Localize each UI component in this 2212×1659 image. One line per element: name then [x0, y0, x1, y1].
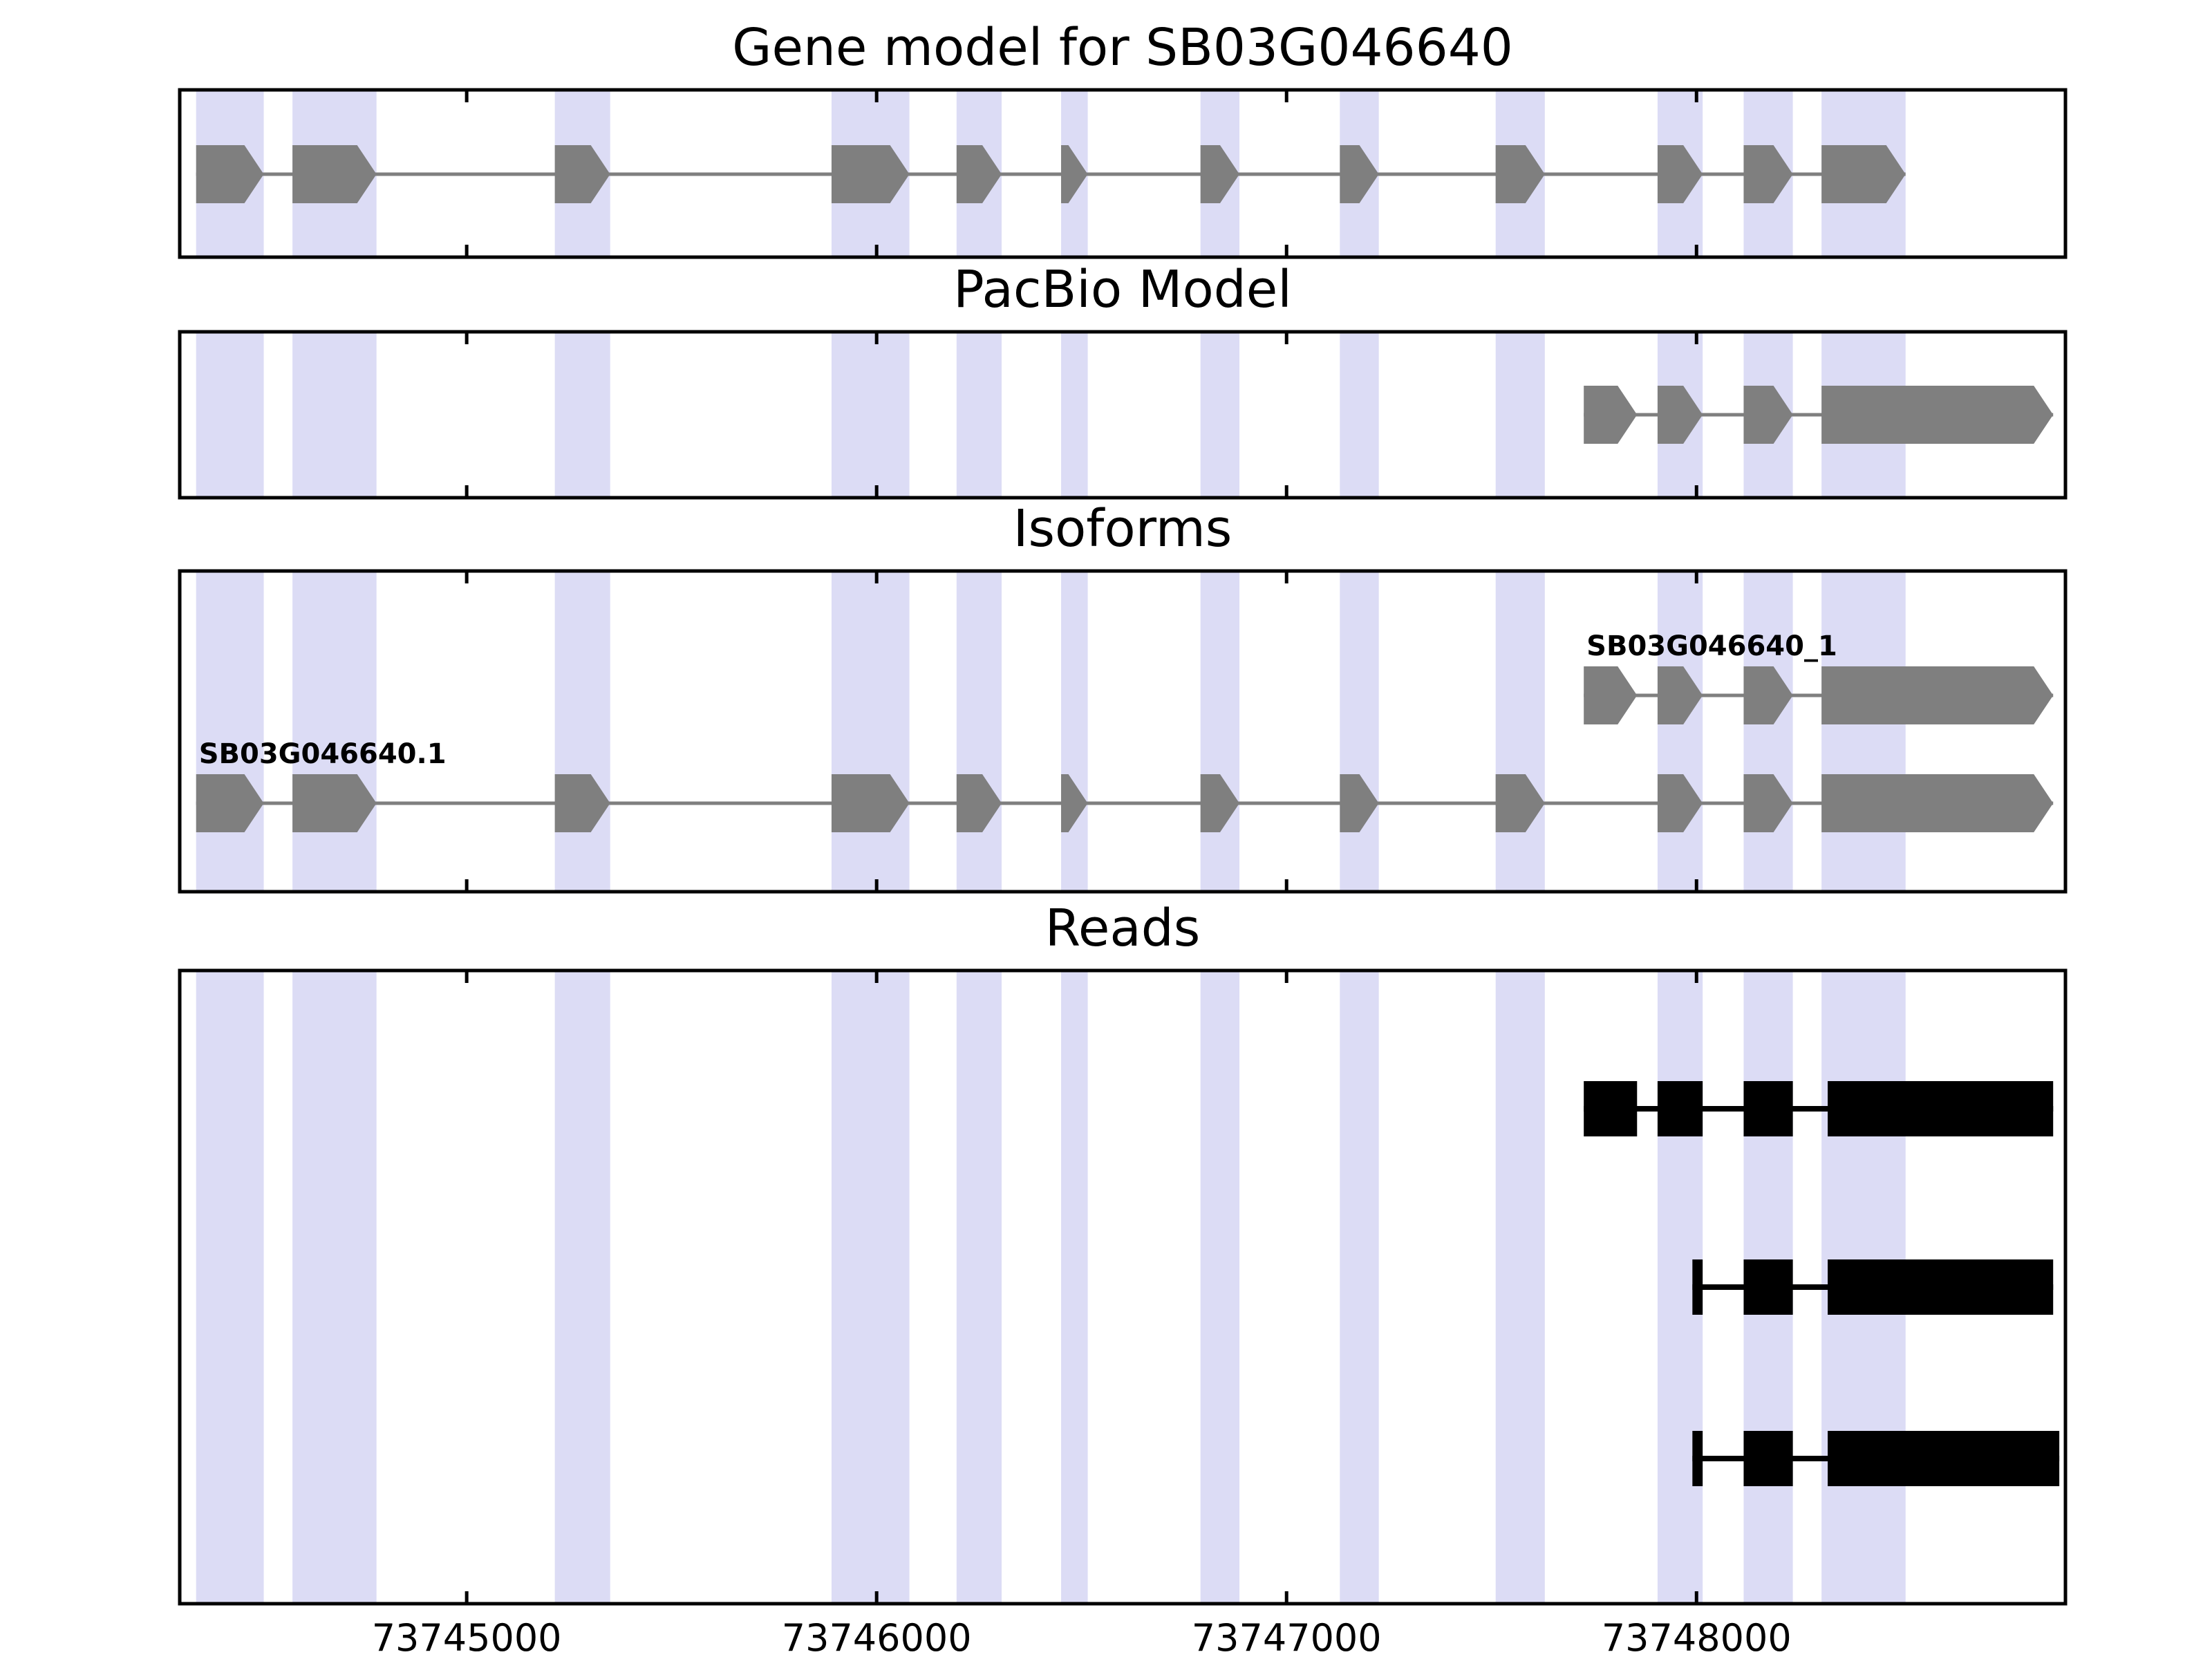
- axis-tick-label: 73746000: [782, 1616, 972, 1659]
- panel-gene-model: Gene model for SB03G046640: [178, 18, 2068, 259]
- exon-highlight-band: [292, 332, 377, 498]
- exon-arrow: [292, 774, 377, 832]
- exon-highlight-band: [1340, 571, 1379, 892]
- isoform-label: SB03G046640.1: [199, 738, 447, 770]
- panel-reads: Reads: [178, 899, 2068, 1606]
- exon-arrow: [1821, 386, 2054, 444]
- panel-border: [178, 88, 2068, 259]
- exon-highlight-band: [956, 332, 1002, 498]
- exon-arrow: [292, 145, 377, 203]
- exon-arrow: [1061, 145, 1088, 203]
- exon-arrow: [1495, 145, 1545, 203]
- exon-arrow: [1657, 774, 1703, 832]
- panel-title-pacbio-model: PacBio Model: [953, 260, 1292, 319]
- read-exon-block: [1692, 1259, 1703, 1315]
- exon-highlight-band: [831, 332, 910, 498]
- isoform-label: SB03G046640_1: [1586, 630, 1837, 662]
- exon-arrow: [956, 145, 1002, 203]
- exon-arrow: [1200, 145, 1240, 203]
- exon-highlight-band: [831, 571, 910, 892]
- exon-arrow: [1657, 145, 1703, 203]
- exon-highlight-band: [1340, 971, 1379, 1604]
- exon-arrow: [1584, 666, 1638, 724]
- panel-isoforms: SB03G046640_1 SB03G046640.1 Isoforms: [178, 499, 2068, 894]
- exon-arrow: [1743, 666, 1793, 724]
- exon-arrow: [196, 145, 264, 203]
- exon-highlight-band: [196, 571, 264, 892]
- exon-highlight-band: [1061, 571, 1088, 892]
- exon-arrow: [1200, 774, 1240, 832]
- exon-arrow: [831, 774, 910, 832]
- exon-highlight-band: [1743, 571, 1793, 892]
- axis-tick-label: 73748000: [1602, 1616, 1792, 1659]
- exon-arrow: [1657, 666, 1703, 724]
- read-exon-block: [1692, 1431, 1703, 1486]
- exon-highlight-band: [1200, 332, 1240, 498]
- read-exon-block: [1657, 1081, 1703, 1136]
- exon-highlight-band: [1340, 332, 1379, 498]
- read-exon-block: [1743, 1081, 1793, 1136]
- exon-highlight-band: [1061, 971, 1088, 1604]
- panel-title-isoforms: Isoforms: [1013, 499, 1232, 559]
- axis-tick-label: 73745000: [372, 1616, 562, 1659]
- exon-highlight-band: [292, 971, 377, 1604]
- read-exon-block: [1743, 1431, 1793, 1486]
- read-exon-block: [1828, 1259, 2054, 1315]
- exon-highlight-band: [292, 571, 377, 892]
- exon-arrow: [1743, 145, 1793, 203]
- exon-arrow: [1821, 145, 1906, 203]
- exon-highlight-band: [196, 332, 264, 498]
- read-exon-block: [1584, 1081, 1638, 1136]
- exon-arrow: [1743, 386, 1793, 444]
- exon-arrow: [1657, 386, 1703, 444]
- exon-arrow: [196, 774, 264, 832]
- exon-highlight-band: [1200, 571, 1240, 892]
- exon-highlight-band: [1495, 571, 1545, 892]
- exon-highlight-band: [1495, 971, 1545, 1604]
- exon-highlight-band: [1061, 332, 1088, 498]
- exon-arrow: [1821, 774, 2054, 832]
- exon-highlight-band: [956, 971, 1002, 1604]
- panel-title-reads: Reads: [1045, 899, 1201, 958]
- exon-highlight-band: [554, 571, 610, 892]
- exon-arrow: [554, 774, 610, 832]
- panel-pacbio-model: PacBio Model: [178, 260, 2068, 500]
- exon-arrow: [831, 145, 910, 203]
- exon-arrow: [1340, 145, 1379, 203]
- exon-arrow: [1743, 774, 1793, 832]
- exon-highlight-band: [1657, 571, 1703, 892]
- exon-arrow: [1061, 774, 1088, 832]
- exon-arrow: [1584, 386, 1638, 444]
- exon-highlight-band: [1821, 571, 1906, 892]
- panel-border: [178, 569, 2068, 894]
- exon-highlight-band: [831, 971, 910, 1604]
- exon-arrow: [956, 774, 1002, 832]
- axis-tick-label: 73747000: [1192, 1616, 1382, 1659]
- exon-arrow: [1495, 774, 1545, 832]
- exon-highlight-band: [1200, 971, 1240, 1604]
- exon-highlight-band: [554, 332, 610, 498]
- exon-arrow: [1821, 666, 2054, 724]
- read-exon-block: [1743, 1259, 1793, 1315]
- panel-border: [178, 330, 2068, 500]
- exon-arrow: [1340, 774, 1379, 832]
- read-exon-block: [1828, 1431, 2060, 1486]
- exon-arrow: [554, 145, 610, 203]
- read-exon-block: [1828, 1081, 2054, 1136]
- panel-title-gene-model: Gene model for SB03G046640: [732, 18, 1513, 77]
- exon-highlight-band: [956, 571, 1002, 892]
- exon-highlight-band: [554, 971, 610, 1604]
- panel-border: [178, 968, 2068, 1606]
- exon-highlight-band: [1495, 332, 1545, 498]
- exon-highlight-band: [196, 971, 264, 1604]
